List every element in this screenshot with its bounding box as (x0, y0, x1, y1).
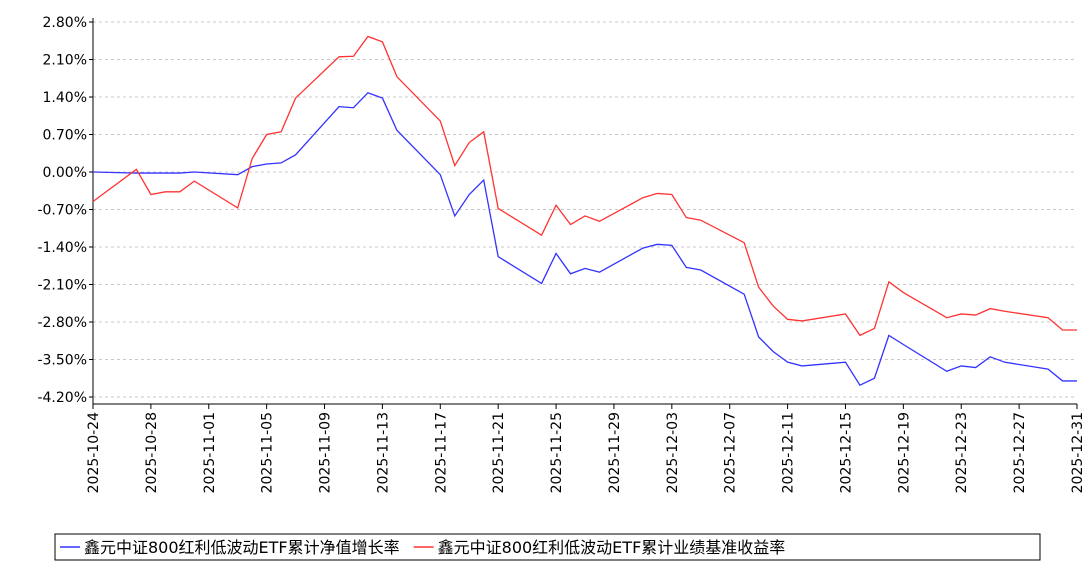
y-tick-label: -0.70% (37, 203, 87, 219)
x-tick-label: 2025-11-17 (433, 412, 449, 493)
legend-label: 鑫元中证800红利低波动ETF累计业绩基准收益率 (438, 538, 786, 557)
y-tick-label: -2.10% (37, 278, 87, 294)
x-tick-label: 2025-12-03 (665, 412, 681, 493)
x-tick-label: 2025-12-15 (838, 412, 854, 493)
x-tick-label: 2025-11-09 (318, 412, 334, 493)
x-tick-label: 2025-11-25 (549, 412, 565, 493)
x-tick-label: 2025-11-01 (202, 412, 218, 493)
x-tick-label: 2025-12-31 (1070, 412, 1086, 493)
x-tick-label: 2025-11-13 (375, 412, 391, 493)
x-tick-label: 2025-10-28 (144, 412, 160, 493)
x-tick-label: 2025-12-19 (896, 412, 912, 493)
legend-box (54, 533, 1041, 561)
y-tick-label: 2.80% (43, 15, 87, 31)
legend-label: 鑫元中证800红利低波动ETF累计净值增长率 (84, 538, 400, 557)
y-tick-label: -4.20% (37, 390, 87, 406)
y-tick-label: 1.40% (43, 90, 87, 106)
series-line (92, 91, 1077, 387)
y-tick-label: -2.80% (37, 315, 87, 331)
series-line (92, 35, 1077, 337)
x-tick-label: 2025-11-21 (491, 412, 507, 493)
y-tick-label: -3.50% (37, 353, 87, 369)
x-tick-label: 2025-12-27 (1012, 412, 1028, 493)
y-tick-label: 2.10% (43, 53, 87, 69)
x-tick-label: 2025-12-11 (781, 412, 797, 493)
y-tick-label: 0.00% (43, 165, 87, 181)
x-tick-label: 2025-12-23 (954, 412, 970, 493)
x-tick-label: 2025-11-05 (260, 412, 276, 493)
x-tick-label: 2025-11-29 (607, 412, 623, 493)
y-tick-label: 0.70% (43, 128, 87, 144)
y-tick-label: -1.40% (37, 240, 87, 256)
x-tick-label: 2025-10-24 (86, 412, 102, 493)
x-tick-label: 2025-12-07 (723, 412, 739, 493)
